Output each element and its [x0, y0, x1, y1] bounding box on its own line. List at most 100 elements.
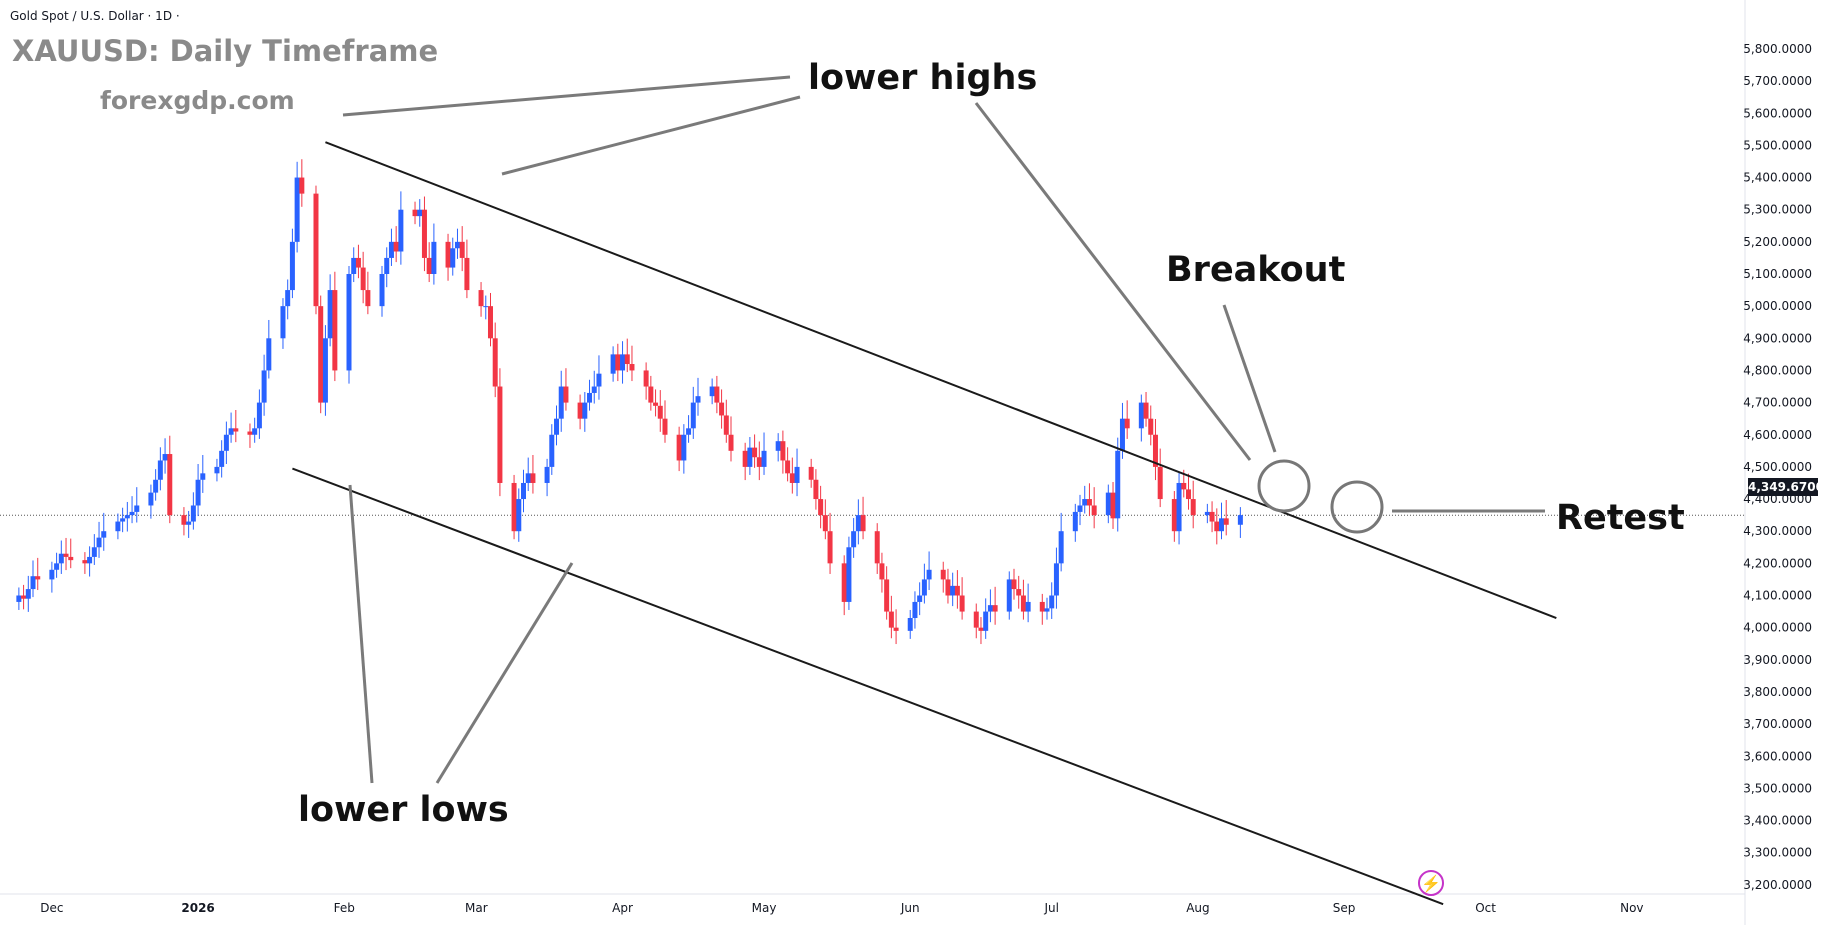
- annotation-retest: Retest: [1556, 498, 1685, 538]
- candle-body: [841, 563, 847, 602]
- candle-body: [82, 560, 88, 564]
- candle-body: [285, 290, 291, 307]
- candle-body: [266, 338, 272, 371]
- candle-body: [752, 447, 758, 458]
- instrument-header[interactable]: Gold Spot / U.S. Dollar · 1D ·: [10, 9, 180, 23]
- candle-body: [1190, 499, 1196, 516]
- candle-body: [1086, 499, 1092, 506]
- candle-body: [1157, 466, 1163, 500]
- candle-body: [789, 473, 795, 483]
- candle-body: [662, 418, 668, 435]
- candle-body: [1011, 579, 1017, 590]
- pointer-lower-high-2: [501, 95, 801, 176]
- candle-body: [417, 209, 423, 217]
- y-tick-label: 4,300.0000: [1743, 524, 1812, 538]
- x-tick-label: Feb: [334, 901, 355, 915]
- candle-body: [318, 306, 324, 403]
- channel-line-lower[interactable]: [292, 467, 1444, 906]
- candle-body: [780, 441, 786, 461]
- candle-body: [822, 515, 828, 532]
- candle-body: [511, 482, 517, 532]
- candle-body: [492, 338, 498, 387]
- candle-body: [25, 589, 31, 599]
- candle-body: [992, 605, 998, 612]
- y-tick-label: 4,200.0000: [1743, 556, 1812, 570]
- candle-body: [346, 274, 352, 371]
- x-tick-label: Oct: [1475, 901, 1496, 915]
- channel-line-upper[interactable]: [325, 141, 1557, 619]
- candle-body: [554, 418, 560, 435]
- y-tick-label: 5,700.0000: [1743, 74, 1812, 88]
- candle-body: [497, 386, 503, 483]
- candle-body: [1025, 601, 1031, 612]
- x-tick-label: Nov: [1620, 901, 1643, 915]
- candle-body: [587, 392, 593, 403]
- candle-body: [959, 595, 965, 612]
- candle-body: [35, 576, 41, 580]
- candle-body: [454, 241, 460, 249]
- time-axis[interactable]: Dec 2026 Feb Mar Apr May Jun Jul Aug Sep Oct Nov: [40, 901, 1643, 915]
- lightning-icon[interactable]: ⚡: [1418, 870, 1444, 896]
- candle-body: [813, 479, 819, 500]
- x-tick-label: Sep: [1333, 901, 1356, 915]
- candle-body: [818, 499, 824, 516]
- candle-body: [313, 193, 319, 307]
- candle-body: [195, 479, 201, 506]
- pointer-breakout-1: [974, 102, 1252, 461]
- candle-body: [49, 569, 55, 580]
- candle-body: [1091, 505, 1097, 516]
- candle-body: [412, 209, 418, 217]
- candle-body: [153, 479, 159, 493]
- candle-body: [167, 454, 173, 516]
- candle-body: [1020, 595, 1026, 612]
- candle-body: [643, 370, 649, 387]
- candle-body: [775, 441, 781, 451]
- candle-body: [888, 611, 894, 628]
- candle-body: [124, 515, 130, 519]
- candle-body: [1082, 499, 1088, 506]
- candle-body: [945, 579, 951, 596]
- candle-body: [1124, 418, 1130, 429]
- candle-body: [1049, 595, 1055, 609]
- candle-body: [16, 595, 22, 602]
- candle-body: [690, 402, 696, 429]
- candle-body: [186, 521, 192, 525]
- candle-body: [709, 386, 715, 397]
- candle-body: [1152, 434, 1158, 467]
- candle-body: [851, 531, 857, 548]
- candle-body: [723, 415, 729, 435]
- candle-body: [1181, 482, 1187, 490]
- candle-body: [431, 241, 437, 274]
- candle-body: [487, 306, 493, 339]
- candle-body: [978, 627, 984, 631]
- candlestick-series: [16, 159, 1243, 645]
- candle-body: [615, 354, 621, 371]
- annotation-lower-lows: lower lows: [298, 790, 509, 830]
- candle-body: [1044, 608, 1050, 612]
- candle-body: [289, 241, 295, 291]
- candle-body: [549, 434, 555, 467]
- candle-body: [450, 248, 456, 268]
- candle-body: [129, 511, 135, 516]
- candle-body: [280, 306, 286, 339]
- candle-body: [96, 537, 102, 548]
- x-tick-label: Apr: [612, 901, 633, 915]
- candle-body: [921, 579, 927, 596]
- candle-body: [610, 354, 616, 374]
- candle-body: [63, 553, 69, 557]
- candle-body: [794, 466, 800, 483]
- channel-lines[interactable]: [292, 141, 1557, 906]
- candle-body: [1072, 511, 1078, 532]
- candle-body: [874, 531, 880, 564]
- candle-body: [582, 402, 588, 419]
- candle-body: [912, 601, 918, 619]
- last-price-label: 4,349.6700: [1748, 478, 1822, 496]
- candle-body: [983, 611, 989, 631]
- y-tick-label: 5,400.0000: [1743, 171, 1812, 185]
- candle-body: [261, 370, 267, 403]
- candle-body: [355, 257, 361, 268]
- candle-body: [884, 579, 890, 612]
- candle-body: [299, 177, 305, 194]
